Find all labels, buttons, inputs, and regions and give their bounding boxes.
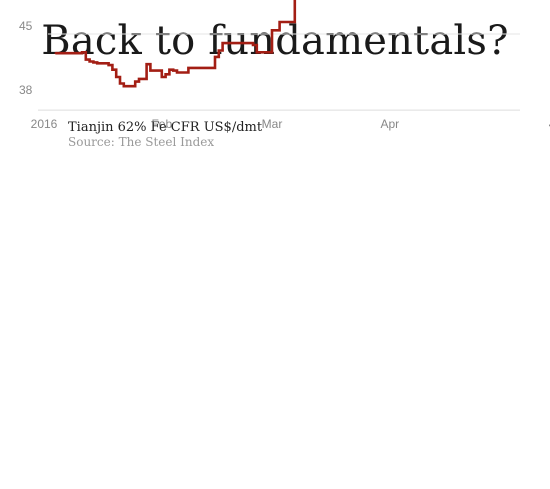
data-point xyxy=(195,67,197,69)
x-axis: 2016FebMarApr4/21/2016May xyxy=(31,117,550,131)
data-point xyxy=(69,52,72,55)
data-point xyxy=(160,76,163,78)
data-point xyxy=(84,58,87,61)
gridlines xyxy=(48,33,520,35)
data-point xyxy=(54,52,57,55)
y-axis: 38455055606570 xyxy=(19,19,33,97)
data-point xyxy=(240,42,243,44)
data-point xyxy=(176,71,178,74)
data-point xyxy=(229,42,232,44)
data-point xyxy=(65,52,68,55)
data-point xyxy=(255,51,258,54)
data-point xyxy=(267,51,270,54)
data-point xyxy=(62,52,64,55)
chart-headline: Back to fundamentals? xyxy=(41,18,509,64)
data-point xyxy=(217,49,220,52)
data-point xyxy=(145,63,148,66)
data-point xyxy=(252,44,254,46)
data-point xyxy=(221,42,224,44)
data-points xyxy=(54,21,285,88)
data-point xyxy=(191,67,194,69)
data-point xyxy=(81,51,83,54)
series-source: Source: The Steel Index xyxy=(68,135,214,149)
data-point xyxy=(225,42,228,44)
y-tick-label: 45 xyxy=(19,19,33,33)
series-layer xyxy=(55,0,297,88)
series-line xyxy=(55,0,297,88)
data-point xyxy=(58,52,61,55)
data-point xyxy=(187,67,190,69)
data-point xyxy=(214,56,216,58)
data-point xyxy=(202,67,205,69)
data-point xyxy=(88,60,91,63)
data-point xyxy=(107,64,110,66)
series-title: Tianjin 62% Fe CFR US$/dmt xyxy=(68,120,263,135)
data-point xyxy=(134,80,137,83)
data-point xyxy=(244,42,247,44)
data-point xyxy=(278,21,281,23)
data-point xyxy=(92,61,95,64)
data-point xyxy=(138,78,140,80)
data-point xyxy=(168,68,171,71)
y-tick-label: 38 xyxy=(19,83,33,97)
data-point xyxy=(96,62,99,65)
data-point xyxy=(119,82,121,85)
data-point xyxy=(111,68,114,71)
data-point xyxy=(282,21,285,23)
data-point xyxy=(164,73,167,76)
data-point xyxy=(198,67,201,69)
x-tick-label: 2016 xyxy=(31,117,58,131)
x-tick-label: Mar xyxy=(262,117,283,131)
data-point xyxy=(274,29,277,32)
data-point xyxy=(172,69,175,72)
x-tick-label: Apr xyxy=(380,117,399,131)
data-point xyxy=(122,85,125,88)
data-point xyxy=(248,42,251,44)
data-point xyxy=(149,69,152,72)
data-point xyxy=(115,76,118,78)
data-point xyxy=(271,29,273,32)
data-point xyxy=(141,78,144,80)
x-tick-label: Feb xyxy=(151,117,172,131)
